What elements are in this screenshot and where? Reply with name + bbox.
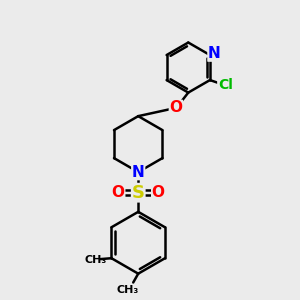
Text: N: N [132, 165, 145, 180]
Text: Cl: Cl [218, 78, 233, 92]
Text: O: O [112, 185, 125, 200]
Text: O: O [152, 185, 165, 200]
Text: O: O [169, 100, 182, 116]
Text: S: S [132, 184, 145, 202]
Text: CH₃: CH₃ [117, 285, 139, 295]
Text: N: N [208, 46, 221, 61]
Text: CH₃: CH₃ [84, 255, 106, 265]
